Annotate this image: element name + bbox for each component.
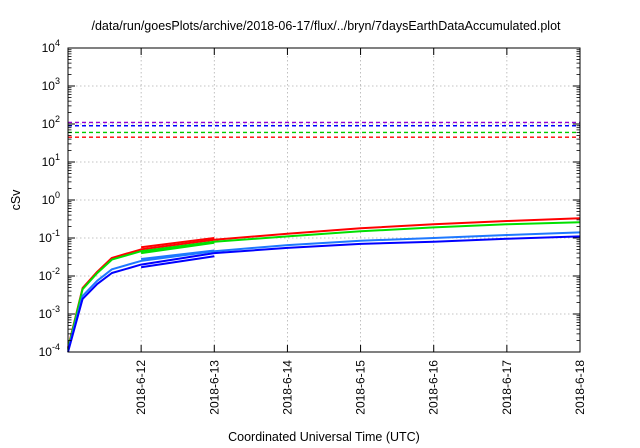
y-tick-label: 103 (42, 76, 60, 93)
x-tick-label: 2018-6-15 (354, 360, 368, 415)
series-line (67, 221, 581, 350)
series-line (140, 255, 215, 269)
x-tick-label: 2018-6-16 (427, 360, 441, 415)
y-tick-labels: 10-4 10-3 10-2 10-1 100 101 102 103 104 (39, 38, 60, 359)
x-tick-label: 2018-6-13 (207, 360, 221, 415)
y-tick-label: 104 (42, 38, 60, 55)
chart-title: /data/run/goesPlots/archive/2018-06-17/f… (91, 19, 561, 33)
x-tick-label: 2018-6-14 (280, 360, 294, 415)
y-tick-label: 10-1 (39, 228, 60, 245)
x-tick-label: 2018-6-18 (573, 360, 587, 415)
series-lines (67, 217, 581, 353)
threshold-lines (68, 121, 580, 138)
ticks (68, 47, 581, 353)
y-tick-label: 10-2 (39, 266, 60, 283)
x-axis-label: Coordinated Universal Time (UTC) (228, 430, 420, 444)
series-line (67, 235, 581, 353)
x-tick-label: 2018-6-17 (500, 360, 514, 415)
grid (68, 48, 580, 352)
series-line (140, 237, 215, 249)
x-tick-labels: 2018-6-12 2018-6-13 2018-6-14 2018-6-15 2018… (134, 360, 587, 415)
y-tick-label: 101 (42, 152, 60, 169)
y-axis-label: cSv (9, 189, 23, 211)
y-tick-label: 10-4 (39, 342, 60, 359)
series-line (140, 249, 215, 260)
x-tick-label: 2018-6-12 (134, 360, 148, 415)
y-tick-label: 100 (42, 190, 60, 207)
y-tick-label: 102 (42, 114, 60, 131)
series-line (140, 241, 215, 255)
y-tick-label: 10-3 (39, 304, 60, 321)
